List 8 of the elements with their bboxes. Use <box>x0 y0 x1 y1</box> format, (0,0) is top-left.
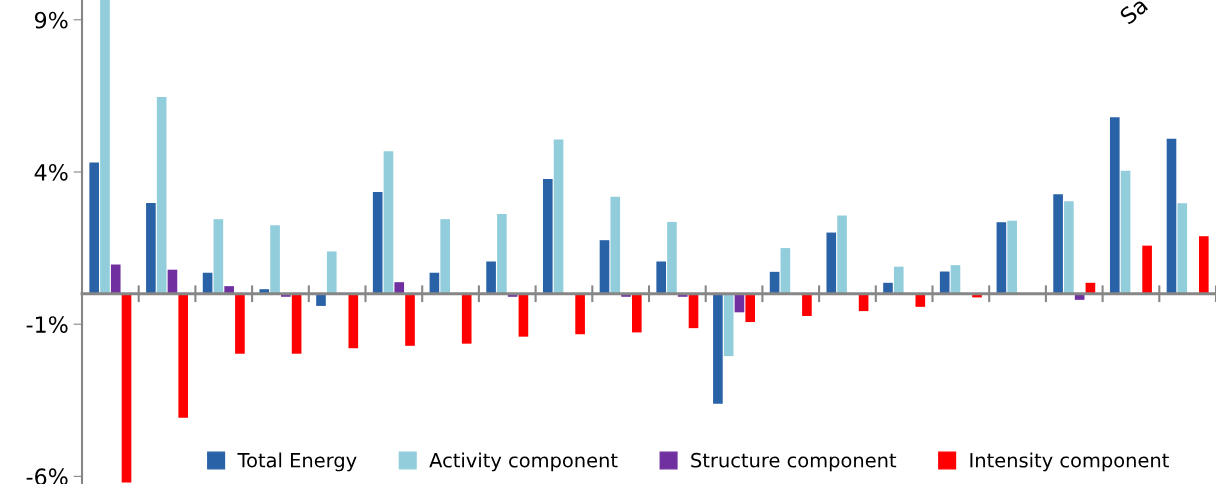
legend-label: Intensity component <box>970 452 1169 472</box>
annotation: Sa <box>1118 0 1149 26</box>
y-tick-label: 9% <box>34 11 68 29</box>
legend-label: Structure component <box>691 452 897 472</box>
y-tick-label: 4% <box>34 163 68 181</box>
legend-label: Activity component <box>429 452 618 472</box>
legend-label: Total Energy <box>237 452 357 472</box>
y-tick-label: -1% <box>26 316 68 333</box>
